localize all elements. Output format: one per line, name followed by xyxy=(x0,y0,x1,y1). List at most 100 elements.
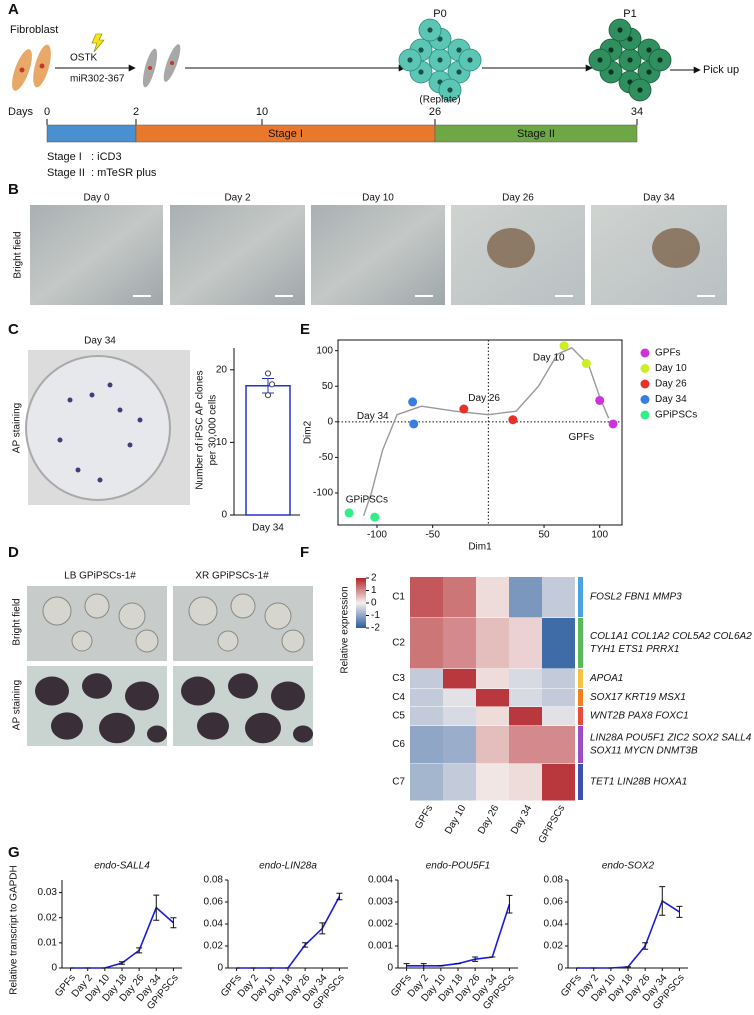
clone xyxy=(42,596,72,626)
heatmap-cell xyxy=(410,764,443,801)
ap-colony xyxy=(137,417,143,423)
cluster-bar xyxy=(578,669,583,688)
panel-label: C xyxy=(8,321,19,338)
ap-clone xyxy=(99,712,135,744)
heatmap-cell xyxy=(542,618,575,669)
micrograph xyxy=(311,205,445,305)
clone xyxy=(71,630,93,652)
cluster-bar xyxy=(578,707,583,725)
data-point xyxy=(370,512,380,522)
colorbar-tick-label: -2 xyxy=(371,623,380,634)
nucleus xyxy=(646,69,652,75)
y-tick-label: 0.04 xyxy=(204,919,224,930)
nucleus xyxy=(637,87,643,93)
gene-list: FOSL2 FBN1 MMP3 xyxy=(590,592,682,603)
data-point xyxy=(408,397,418,407)
ap-colony xyxy=(117,407,123,413)
cluster-label: C2 xyxy=(392,638,405,649)
nucleus xyxy=(170,61,174,65)
cluster-label: C4 xyxy=(392,692,405,703)
nucleus xyxy=(418,47,424,53)
row-label: Bright field xyxy=(13,231,24,278)
y-tick-label: 0 xyxy=(557,963,563,974)
column-label: Day 26 xyxy=(476,803,502,836)
nucleus xyxy=(148,66,152,70)
nucleus xyxy=(627,36,633,42)
micrograph xyxy=(30,205,163,305)
gene-list: SOX11 MYCN DNMT3B xyxy=(590,746,698,757)
panel-label: E xyxy=(300,321,310,338)
cluster-bar xyxy=(578,689,583,706)
clone xyxy=(264,602,292,630)
clone xyxy=(84,593,110,619)
cluster-label: C1 xyxy=(392,592,405,603)
legend-label: Day 26 xyxy=(655,379,687,390)
colorbar-tick-label: 1 xyxy=(371,585,377,596)
heatmap-cell xyxy=(476,707,509,726)
cluster-label: C7 xyxy=(392,777,405,788)
x-tick-label: 50 xyxy=(538,530,550,541)
y-tick-label: 0.003 xyxy=(368,897,393,908)
ap-colony xyxy=(67,397,73,403)
panel-label: B xyxy=(8,181,19,198)
row-label: Bright field xyxy=(12,598,23,645)
colorbar-tick-label: 2 xyxy=(371,573,377,584)
error-bar xyxy=(420,963,427,969)
y-tick-label: 0.02 xyxy=(38,912,58,923)
p1-label: P1 xyxy=(623,8,636,20)
replate-label: (Replate) xyxy=(419,95,460,106)
panel-label: G xyxy=(8,844,20,861)
p0-label: P0 xyxy=(433,8,446,20)
error-bar xyxy=(506,894,513,914)
gene-list: TET1 LIN28B HOXA1 xyxy=(590,777,687,788)
nucleus xyxy=(447,87,453,93)
annotation: Day 34 xyxy=(357,411,389,422)
error-bar xyxy=(336,892,343,901)
heatmap-cell xyxy=(410,669,443,689)
chart-title: endo-SALL4 xyxy=(94,861,150,872)
legend-label: Day 10 xyxy=(655,363,687,374)
nucleus xyxy=(646,47,652,53)
heatmap-cell xyxy=(509,618,542,669)
fibroblast-label: Fibroblast xyxy=(10,24,58,36)
colony xyxy=(487,228,535,268)
y-tick-label: 0 xyxy=(387,963,393,974)
error-bar xyxy=(642,942,649,950)
nucleus xyxy=(467,57,473,63)
medium-label: Stage I : iCD3 xyxy=(47,151,122,163)
heatmap-cell xyxy=(542,689,575,707)
nucleus xyxy=(456,69,462,75)
chart-title: endo-LIN28a xyxy=(259,861,317,872)
data-point xyxy=(264,370,272,377)
y-tick-label: 0 xyxy=(221,510,227,521)
y-axis-label: Number of iPSC AP clones xyxy=(195,370,206,489)
annotation: GPFs xyxy=(569,432,595,443)
heatmap-cell xyxy=(476,669,509,689)
legend-marker xyxy=(640,364,650,373)
chart-title: endo-SOX2 xyxy=(602,861,655,872)
heatmap-cell xyxy=(443,764,476,801)
nucleus xyxy=(608,47,614,53)
dish xyxy=(25,355,171,501)
y-tick-label: 0 xyxy=(217,963,223,974)
error-bar xyxy=(659,886,666,916)
column-label: Day 34 xyxy=(509,803,535,836)
data-point xyxy=(459,404,469,414)
nucleus xyxy=(617,27,623,33)
ap-clone xyxy=(245,712,281,744)
data-point xyxy=(508,415,518,425)
gene-list: SOX17 KRT19 MSX1 xyxy=(590,692,686,703)
heatmap-cell xyxy=(410,689,443,707)
x-tick-label: -50 xyxy=(425,530,440,541)
legend-label: Day 34 xyxy=(655,394,687,405)
heatmap-cell xyxy=(410,707,443,726)
plot-frame xyxy=(337,339,623,526)
annotation: Day 10 xyxy=(533,352,565,363)
nucleus xyxy=(627,57,633,63)
y-tick-label: 0.08 xyxy=(204,875,224,886)
heatmap-cell xyxy=(509,764,542,801)
cluster-bar xyxy=(578,618,583,668)
data-point xyxy=(409,419,419,429)
day-label: 2 xyxy=(133,106,139,118)
colorbar-tick-label: -1 xyxy=(371,610,380,621)
